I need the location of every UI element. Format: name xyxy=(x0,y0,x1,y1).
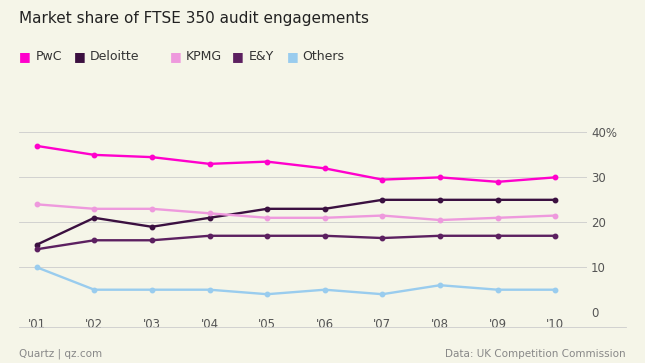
KPMG xyxy=(436,218,444,222)
Text: E&Y: E&Y xyxy=(248,50,273,63)
Text: Deloitte: Deloitte xyxy=(90,50,139,63)
Text: ■: ■ xyxy=(286,50,298,63)
Deloitte xyxy=(206,216,213,220)
Text: Data: UK Competition Commission: Data: UK Competition Commission xyxy=(445,349,626,359)
PwC xyxy=(148,155,155,159)
Text: Quartz | qz.com: Quartz | qz.com xyxy=(19,349,103,359)
Others xyxy=(206,287,213,292)
Others xyxy=(436,283,444,287)
Text: ■: ■ xyxy=(74,50,85,63)
E&Y xyxy=(551,234,559,238)
Deloitte xyxy=(379,197,386,202)
E&Y xyxy=(206,234,213,238)
KPMG xyxy=(321,216,329,220)
E&Y xyxy=(33,247,41,252)
PwC xyxy=(263,159,271,164)
E&Y xyxy=(321,234,329,238)
E&Y xyxy=(379,236,386,240)
Text: Market share of FTSE 350 audit engagements: Market share of FTSE 350 audit engagemen… xyxy=(19,11,370,26)
Deloitte xyxy=(33,242,41,247)
PwC xyxy=(379,178,386,182)
Line: Others: Others xyxy=(34,265,557,297)
Deloitte xyxy=(436,197,444,202)
KPMG xyxy=(148,207,155,211)
Others xyxy=(494,287,502,292)
Others xyxy=(551,287,559,292)
KPMG xyxy=(494,216,502,220)
Deloitte xyxy=(90,216,98,220)
KPMG xyxy=(206,211,213,216)
E&Y xyxy=(263,234,271,238)
PwC xyxy=(321,166,329,171)
Others xyxy=(90,287,98,292)
KPMG xyxy=(551,213,559,218)
Text: ■: ■ xyxy=(19,50,31,63)
Deloitte xyxy=(321,207,329,211)
Others xyxy=(321,287,329,292)
E&Y xyxy=(494,234,502,238)
Text: Others: Others xyxy=(303,50,344,63)
Line: Deloitte: Deloitte xyxy=(34,197,557,247)
Deloitte xyxy=(494,197,502,202)
Line: PwC: PwC xyxy=(34,144,557,184)
E&Y xyxy=(436,234,444,238)
Others xyxy=(33,265,41,269)
Text: ■: ■ xyxy=(232,50,244,63)
Line: KPMG: KPMG xyxy=(34,202,557,222)
Text: ■: ■ xyxy=(170,50,181,63)
E&Y xyxy=(90,238,98,242)
E&Y xyxy=(148,238,155,242)
Others xyxy=(263,292,271,296)
PwC xyxy=(90,153,98,157)
Others xyxy=(379,292,386,296)
Others xyxy=(148,287,155,292)
Text: PwC: PwC xyxy=(35,50,62,63)
Deloitte xyxy=(263,207,271,211)
KPMG xyxy=(263,216,271,220)
KPMG xyxy=(90,207,98,211)
PwC xyxy=(436,175,444,180)
KPMG xyxy=(379,213,386,218)
PwC xyxy=(206,162,213,166)
PwC xyxy=(33,144,41,148)
Deloitte xyxy=(148,225,155,229)
Line: E&Y: E&Y xyxy=(34,233,557,252)
KPMG xyxy=(33,202,41,207)
PwC xyxy=(551,175,559,180)
Deloitte xyxy=(551,197,559,202)
PwC xyxy=(494,180,502,184)
Text: KPMG: KPMG xyxy=(186,50,222,63)
